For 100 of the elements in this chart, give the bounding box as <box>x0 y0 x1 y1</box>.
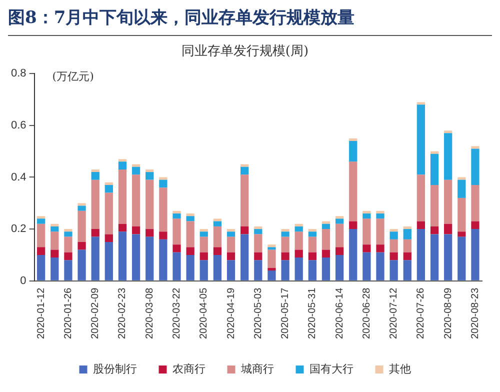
bar <box>64 252 72 260</box>
bar <box>458 180 466 198</box>
bar <box>64 232 72 237</box>
bar <box>226 232 236 237</box>
bar <box>376 252 384 280</box>
bar <box>390 232 398 240</box>
bar <box>430 226 439 234</box>
bar <box>322 258 330 280</box>
bar <box>213 218 222 222</box>
bar <box>91 236 100 280</box>
bar <box>213 254 222 280</box>
bar <box>281 232 290 237</box>
bar <box>240 166 249 175</box>
bar <box>254 229 262 234</box>
bar <box>132 164 140 167</box>
bar <box>390 260 398 280</box>
bar <box>64 260 72 280</box>
bar <box>362 210 371 214</box>
bar <box>376 218 384 245</box>
bar <box>471 184 480 222</box>
bar <box>430 184 439 226</box>
bar <box>159 188 168 232</box>
bar <box>172 210 181 214</box>
bar <box>444 224 452 234</box>
bar <box>335 254 344 280</box>
bar <box>294 250 303 258</box>
bar <box>159 239 168 280</box>
bar <box>322 221 330 224</box>
bar <box>362 213 371 219</box>
bar <box>240 164 249 167</box>
x-tick-label: 2020-03-22 <box>171 287 182 340</box>
bar <box>458 236 466 280</box>
y-tick-label: 0.4 <box>10 171 26 184</box>
x-tick-label: 2020-04-19 <box>226 287 237 340</box>
bar <box>213 221 222 226</box>
x-tick-label: 2020-05-31 <box>307 287 318 340</box>
bar <box>146 180 154 230</box>
legend-label: 股份制行 <box>92 362 137 376</box>
bar <box>268 270 276 280</box>
bar <box>390 229 398 232</box>
bar <box>118 162 127 170</box>
bar <box>91 169 100 172</box>
legend-label: 其他 <box>388 362 411 376</box>
bar <box>322 224 330 230</box>
bar <box>200 236 208 252</box>
bar <box>458 232 466 237</box>
bar <box>281 229 290 232</box>
bar <box>91 172 100 180</box>
bar <box>50 258 59 280</box>
x-tick-label: 2020-05-17 <box>280 287 292 340</box>
bar <box>37 216 46 219</box>
bar <box>390 239 398 252</box>
bar <box>403 226 412 230</box>
bar <box>294 224 303 226</box>
bar <box>376 213 384 219</box>
x-tick-label: 2020-08-09 <box>442 287 454 340</box>
bar <box>186 254 194 280</box>
bar <box>294 232 303 250</box>
x-tick-label: 2020-04-05 <box>198 287 210 340</box>
bar <box>335 224 344 248</box>
chart-subtitle: 同业存单发行规模(周) <box>181 44 309 60</box>
bar <box>104 242 113 280</box>
bar <box>200 229 208 232</box>
bar <box>471 146 480 149</box>
bar <box>458 198 466 232</box>
y-tick-label: 0 <box>20 274 26 287</box>
chart-title: 图8：7月中下旬以来，同业存单发行规模放量 <box>8 6 492 36</box>
bar <box>349 162 358 222</box>
bar <box>132 174 140 226</box>
bar <box>186 213 194 216</box>
bar <box>213 247 222 255</box>
bar <box>416 104 426 175</box>
bar <box>200 252 208 260</box>
legend-label: 农商行 <box>172 362 206 376</box>
bar <box>471 221 480 230</box>
bar <box>430 151 439 154</box>
bar <box>281 252 290 260</box>
bar <box>322 229 330 250</box>
bar <box>335 216 344 219</box>
bar <box>308 260 316 280</box>
bar <box>172 213 181 219</box>
bar <box>78 206 86 211</box>
x-tick-label: 2020-05-03 <box>252 287 264 340</box>
bar <box>268 268 276 270</box>
bar <box>308 252 316 260</box>
x-tick-label: 2020-08-23 <box>470 287 481 340</box>
bar <box>50 250 59 258</box>
bar <box>281 236 290 252</box>
bar <box>78 203 86 206</box>
bar <box>64 229 72 232</box>
bar <box>268 247 276 250</box>
bar <box>37 218 46 224</box>
bar <box>362 252 371 280</box>
x-tick-label: 2020-01-12 <box>36 287 47 340</box>
bar <box>78 242 86 250</box>
bar <box>281 260 290 280</box>
bar <box>430 234 439 280</box>
bar <box>50 224 59 226</box>
bar <box>403 260 412 280</box>
bar <box>159 232 168 240</box>
